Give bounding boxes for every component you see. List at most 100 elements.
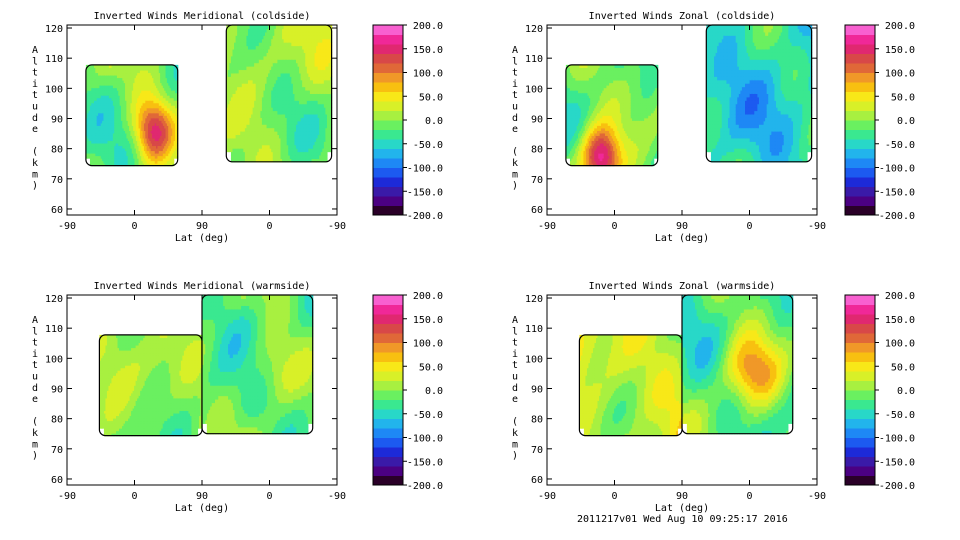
heatmap-cell bbox=[87, 107, 90, 111]
heatmap-cell bbox=[96, 122, 99, 126]
heatmap-cell bbox=[123, 115, 126, 119]
heatmap-cell bbox=[133, 112, 136, 116]
heatmap-cell bbox=[98, 150, 100, 154]
heatmap-cell bbox=[95, 115, 98, 119]
heatmap-cell bbox=[172, 100, 175, 104]
heatmap-cell bbox=[94, 142, 96, 147]
heatmap-cell bbox=[94, 153, 96, 157]
heatmap-cell bbox=[156, 122, 159, 126]
heatmap-cell bbox=[123, 85, 126, 89]
heatmap-cell bbox=[103, 153, 106, 157]
heatmap-cell bbox=[102, 160, 105, 164]
heatmap-cell bbox=[161, 102, 164, 106]
heatmap-cell bbox=[143, 85, 146, 89]
heatmap-cell bbox=[170, 87, 173, 91]
heatmap-cell bbox=[227, 45, 230, 50]
heatmap-cell bbox=[106, 137, 109, 142]
heatmap-cell bbox=[165, 110, 168, 114]
heatmap-cell bbox=[110, 82, 113, 86]
heatmap-cell bbox=[108, 100, 111, 104]
heatmap-cell bbox=[158, 125, 161, 129]
heatmap-cell bbox=[170, 105, 173, 109]
heatmap-cell bbox=[146, 102, 149, 106]
heatmap-cell bbox=[131, 82, 134, 86]
heatmap-cell bbox=[98, 158, 100, 162]
heatmap-cell bbox=[104, 85, 107, 89]
heatmap-cell bbox=[138, 127, 141, 131]
heatmap-cell bbox=[142, 163, 145, 167]
heatmap-cell bbox=[135, 160, 138, 164]
heatmap-cell bbox=[135, 105, 138, 109]
heatmap-cell bbox=[126, 80, 129, 84]
heatmap-cell bbox=[116, 67, 119, 71]
heatmap-cell bbox=[130, 160, 133, 164]
heatmap-cell bbox=[94, 80, 96, 84]
heatmap-cell bbox=[156, 147, 159, 152]
heatmap-cell bbox=[169, 92, 172, 96]
heatmap-cell bbox=[92, 67, 95, 71]
heatmap-cell bbox=[100, 147, 103, 152]
heatmap-cell bbox=[108, 64, 111, 69]
heatmap-cell bbox=[142, 132, 145, 136]
heatmap-cell bbox=[89, 142, 92, 147]
heatmap-cell bbox=[149, 137, 152, 142]
heatmap-cell bbox=[168, 112, 171, 116]
heatmap-cell bbox=[116, 142, 119, 147]
heatmap-cell bbox=[141, 122, 144, 126]
heatmap-cell bbox=[152, 77, 154, 81]
heatmap-cell bbox=[102, 80, 105, 84]
heatmap-cell bbox=[165, 95, 168, 99]
heatmap-cell bbox=[98, 102, 100, 106]
heatmap-cell bbox=[150, 142, 153, 147]
heatmap-cell bbox=[92, 97, 95, 101]
heatmap-cell bbox=[88, 147, 91, 152]
heatmap-cell bbox=[172, 90, 175, 94]
heatmap-cell bbox=[229, 127, 232, 132]
heatmap-cell bbox=[111, 87, 114, 91]
heatmap-cell bbox=[116, 135, 119, 139]
heatmap-cell bbox=[135, 127, 138, 131]
heatmap-cell bbox=[127, 90, 130, 94]
heatmap-cell bbox=[142, 147, 145, 152]
heatmap-cell bbox=[166, 72, 169, 76]
heatmap-cell bbox=[85, 153, 88, 157]
heatmap-cell bbox=[89, 160, 92, 164]
heatmap-cell bbox=[99, 107, 102, 111]
heatmap-cell bbox=[126, 102, 129, 106]
heatmap-cell bbox=[153, 90, 156, 94]
heatmap-cell bbox=[142, 122, 145, 126]
heatmap-cell bbox=[137, 163, 140, 167]
heatmap-cell bbox=[106, 155, 109, 159]
heatmap-cell bbox=[153, 80, 156, 84]
heatmap-cell bbox=[142, 77, 145, 81]
heatmap-cell bbox=[131, 110, 134, 114]
heatmap-cell bbox=[226, 137, 229, 142]
heatmap-cell bbox=[152, 67, 154, 71]
heatmap-cell bbox=[227, 83, 230, 88]
heatmap-cell bbox=[129, 132, 132, 136]
heatmap-cell bbox=[232, 151, 235, 156]
heatmap-cell bbox=[103, 112, 106, 116]
heatmap-cell bbox=[130, 140, 133, 144]
heatmap-cell bbox=[115, 153, 118, 157]
heatmap-cell bbox=[230, 158, 234, 163]
heatmap-cell bbox=[138, 120, 141, 124]
heatmap-cell bbox=[121, 130, 123, 134]
heatmap-cell bbox=[114, 117, 117, 121]
heatmap-cell bbox=[133, 95, 136, 99]
heatmap-cell bbox=[160, 135, 163, 139]
heatmap-cell bbox=[100, 74, 103, 79]
heatmap-cell bbox=[175, 125, 177, 129]
heatmap-cell bbox=[87, 72, 90, 76]
heatmap-cell bbox=[104, 125, 107, 129]
heatmap-cell bbox=[160, 107, 163, 111]
heatmap-cell bbox=[141, 145, 144, 149]
heatmap-cell bbox=[100, 69, 103, 74]
heatmap-cell bbox=[96, 153, 99, 157]
heatmap-cell bbox=[135, 82, 138, 86]
heatmap-cell bbox=[92, 115, 95, 119]
heatmap-cell bbox=[158, 90, 161, 94]
heatmap-cell bbox=[138, 160, 141, 164]
heatmap-cell bbox=[139, 117, 142, 121]
heatmap-cell bbox=[234, 113, 237, 118]
